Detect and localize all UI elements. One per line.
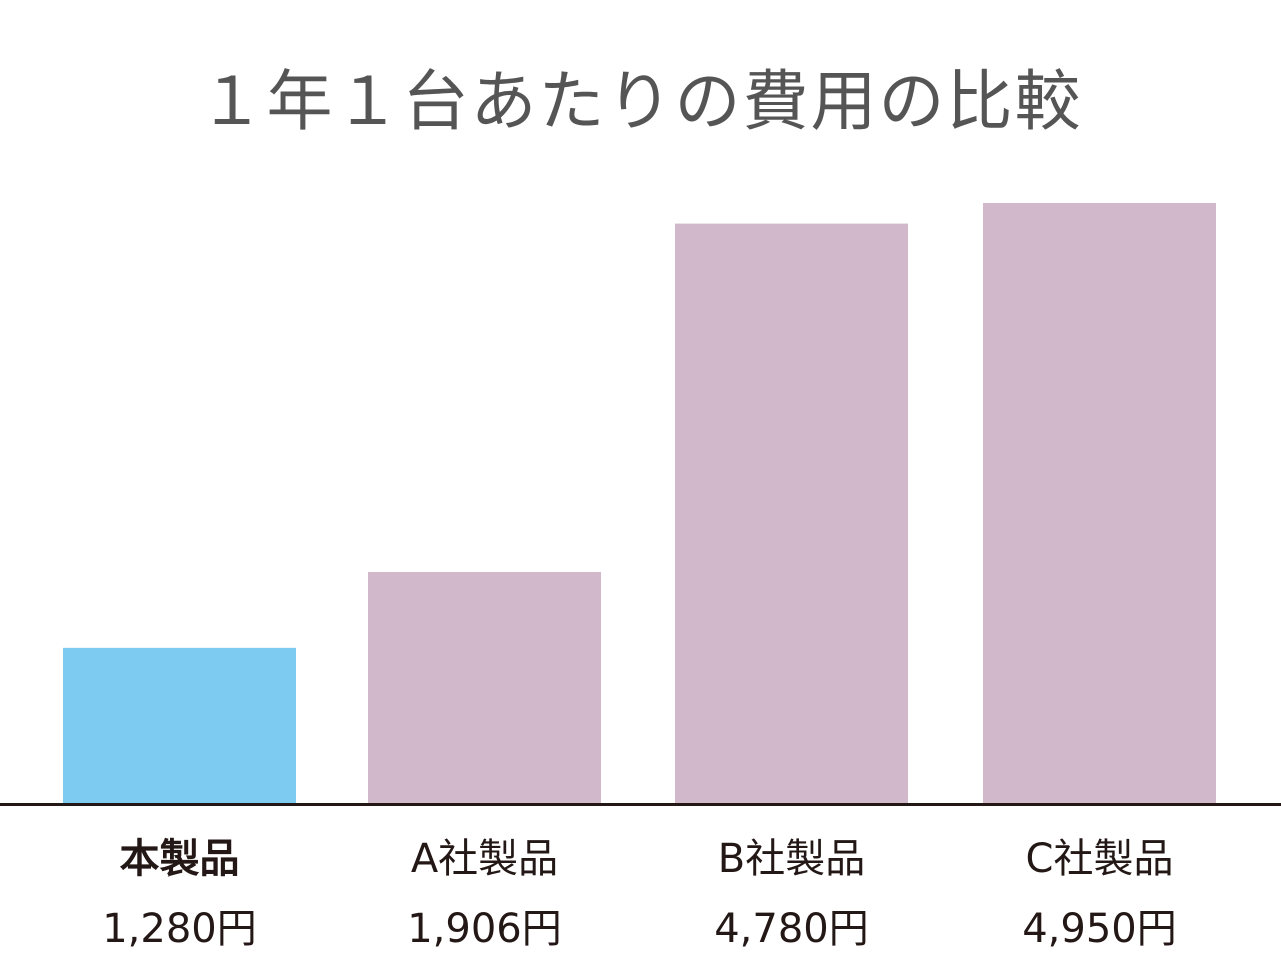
bar-2	[675, 223, 908, 803]
chart-title: １年１台あたりの費用の比較	[198, 63, 1083, 140]
bar-0	[63, 647, 296, 803]
category-label: 本製品	[119, 836, 240, 882]
value-label: 4,780円	[714, 906, 869, 952]
category-label: B社製品	[717, 836, 866, 882]
bar-1	[368, 571, 601, 803]
value-label: 1,906円	[407, 906, 562, 952]
category-label: A社製品	[410, 836, 559, 882]
bar-3	[983, 203, 1216, 803]
category-label: C社製品	[1025, 836, 1174, 882]
value-label: 4,950円	[1022, 906, 1177, 952]
value-label: 1,280円	[102, 906, 257, 952]
